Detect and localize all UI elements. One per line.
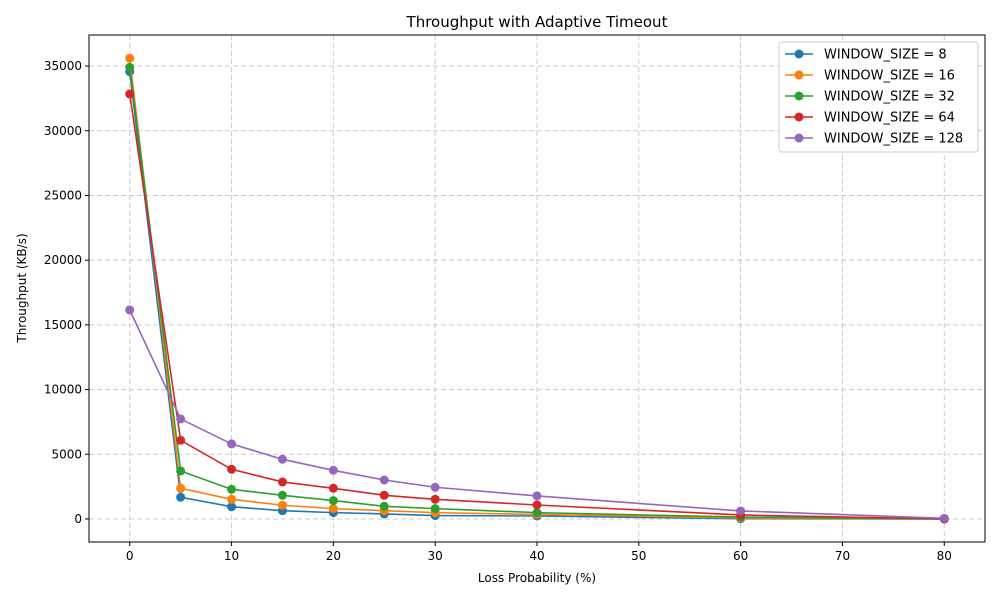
data-point bbox=[328, 504, 338, 514]
legend-box bbox=[778, 41, 979, 153]
data-point bbox=[227, 502, 237, 512]
x-tick-label: 60 bbox=[733, 549, 748, 563]
data-point bbox=[227, 439, 237, 449]
data-point bbox=[176, 466, 186, 476]
x-tick-label: 0 bbox=[126, 549, 134, 563]
x-tick-label: 80 bbox=[937, 549, 952, 563]
data-point bbox=[277, 477, 287, 487]
data-point bbox=[430, 494, 440, 504]
data-point bbox=[379, 501, 389, 511]
legend-marker bbox=[794, 133, 804, 143]
series-line bbox=[128, 67, 945, 520]
y-tick-label: 35000 bbox=[44, 59, 82, 73]
data-point bbox=[939, 513, 949, 523]
x-tick-label: 70 bbox=[835, 549, 850, 563]
data-point bbox=[277, 454, 287, 464]
x-tick-label: 40 bbox=[529, 549, 544, 563]
data-point bbox=[532, 491, 542, 501]
data-point bbox=[532, 508, 542, 518]
data-point bbox=[277, 490, 287, 500]
series-line bbox=[128, 93, 945, 520]
y-tick-label: 15000 bbox=[44, 318, 82, 332]
y-axis-label: Throughput (KB/s) bbox=[15, 233, 29, 343]
legend-marker bbox=[794, 49, 804, 59]
y-tick-label: 20000 bbox=[44, 253, 82, 267]
data-point bbox=[125, 62, 135, 72]
legend-label: WINDOW_SIZE = 8 bbox=[824, 48, 947, 63]
y-tick-label: 30000 bbox=[44, 124, 82, 138]
data-point bbox=[328, 465, 338, 475]
legend-label: WINDOW_SIZE = 128 bbox=[824, 132, 963, 147]
series-line bbox=[128, 58, 945, 520]
series-window_size-128 bbox=[125, 305, 949, 523]
data-point bbox=[125, 89, 135, 99]
y-tick-label: 5000 bbox=[51, 447, 82, 461]
x-tick-label: 20 bbox=[326, 549, 341, 563]
series-line bbox=[129, 309, 945, 520]
x-tick-label: 10 bbox=[224, 549, 239, 563]
data-point bbox=[328, 496, 338, 506]
data-point bbox=[430, 504, 440, 514]
data-point bbox=[176, 483, 186, 493]
legend-marker bbox=[794, 70, 804, 80]
legend-marker bbox=[794, 91, 804, 101]
data-point bbox=[328, 483, 338, 493]
legend-label: WINDOW_SIZE = 32 bbox=[824, 90, 955, 105]
data-point bbox=[227, 464, 237, 474]
chart-title: Throughput with Adaptive Timeout bbox=[406, 13, 668, 31]
y-tick-label: 10000 bbox=[44, 383, 82, 397]
data-point bbox=[379, 490, 389, 500]
data-point bbox=[532, 500, 542, 510]
x-axis-label: Loss Probability (%) bbox=[478, 571, 596, 585]
series-group bbox=[125, 53, 949, 524]
data-point bbox=[176, 414, 186, 424]
ticks: 0 10 20 30 40 50 60 70 80 0 5000 10000 15000 20000 250… bbox=[44, 59, 952, 563]
data-point bbox=[379, 475, 389, 485]
legend-label: WINDOW_SIZE = 16 bbox=[824, 69, 955, 84]
data-point bbox=[277, 500, 287, 510]
series-window_size-64 bbox=[125, 89, 949, 524]
data-point bbox=[176, 492, 186, 502]
legend: WINDOW_SIZE = 8 WINDOW_SIZE = 16 WINDOW_SI… bbox=[778, 41, 979, 153]
data-point bbox=[125, 305, 135, 315]
legend-label: WINDOW_SIZE = 64 bbox=[824, 111, 955, 126]
x-tick-label: 30 bbox=[428, 549, 443, 563]
x-tick-label: 50 bbox=[631, 549, 646, 563]
y-tick-label: 0 bbox=[74, 512, 82, 526]
y-tick-label: 25000 bbox=[44, 188, 82, 202]
data-point bbox=[736, 506, 746, 516]
legend-marker bbox=[794, 112, 804, 122]
data-point bbox=[430, 482, 440, 492]
data-point bbox=[227, 494, 237, 504]
data-point bbox=[176, 435, 186, 445]
data-point bbox=[125, 53, 135, 63]
data-point bbox=[227, 484, 237, 494]
series-line bbox=[128, 71, 945, 520]
